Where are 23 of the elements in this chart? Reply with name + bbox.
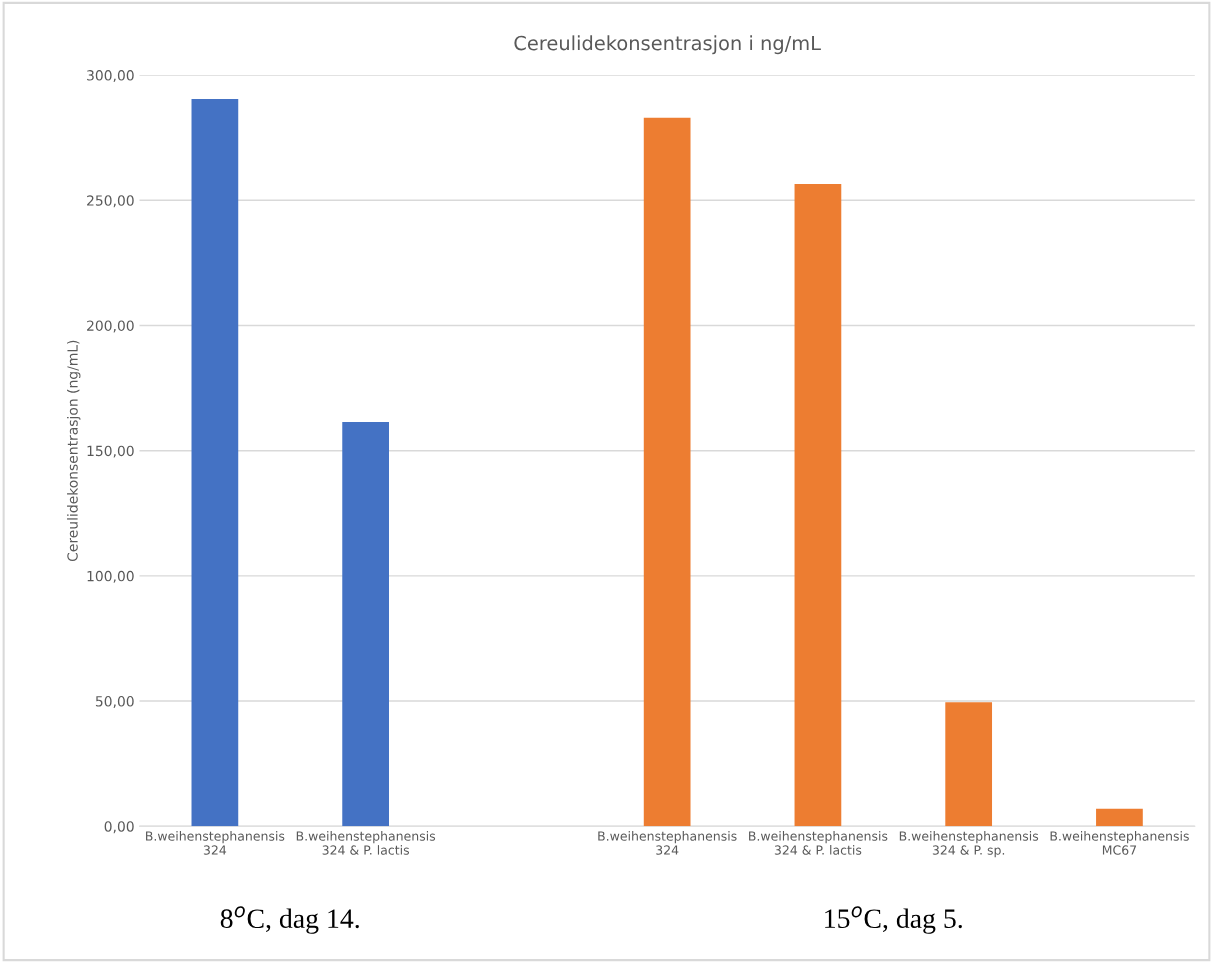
x-tick-label: B.weihenstephanensis 324 — [598, 831, 737, 855]
bar — [342, 421, 389, 827]
chart-title: Cereulidekonsentrasjon i ng/mL — [514, 35, 821, 55]
bar — [794, 184, 842, 827]
y-axis-title: Cereulidekonsentrasjon (ng/mL) — [67, 340, 81, 562]
y-tick-label: 100,00 — [87, 570, 134, 583]
x-tick-label: B.weihenstephanensis 324 & P. lactis — [296, 831, 436, 855]
text: 15$^{o}$C, dag 5. — [825, 906, 962, 934]
bar — [1096, 808, 1143, 827]
y-tick-label: 0,00 — [104, 821, 134, 834]
x-tick-label: B.weihenstephanensis MC67 — [1050, 831, 1189, 855]
y-tick-label: 300,00 — [87, 70, 134, 83]
x-tick-label: B.weihenstephanensis 324 & P. sp. — [899, 831, 1039, 858]
bar — [643, 117, 691, 827]
y-tick-label: 200,00 — [87, 320, 134, 333]
x-tick-label: B.weihenstephanensis 324 & P. lactis — [749, 831, 888, 855]
x-tick-label: B.weihenstephanensis 324 — [146, 831, 285, 855]
y-tick-label: 150,00 — [87, 445, 134, 458]
y-tick-label: 50,00 — [95, 696, 134, 708]
bar — [191, 98, 239, 827]
bar — [945, 702, 993, 827]
y-tick-label: 250,00 — [87, 195, 134, 208]
text: 8$^{o}$C, dag 14. — [220, 906, 359, 934]
